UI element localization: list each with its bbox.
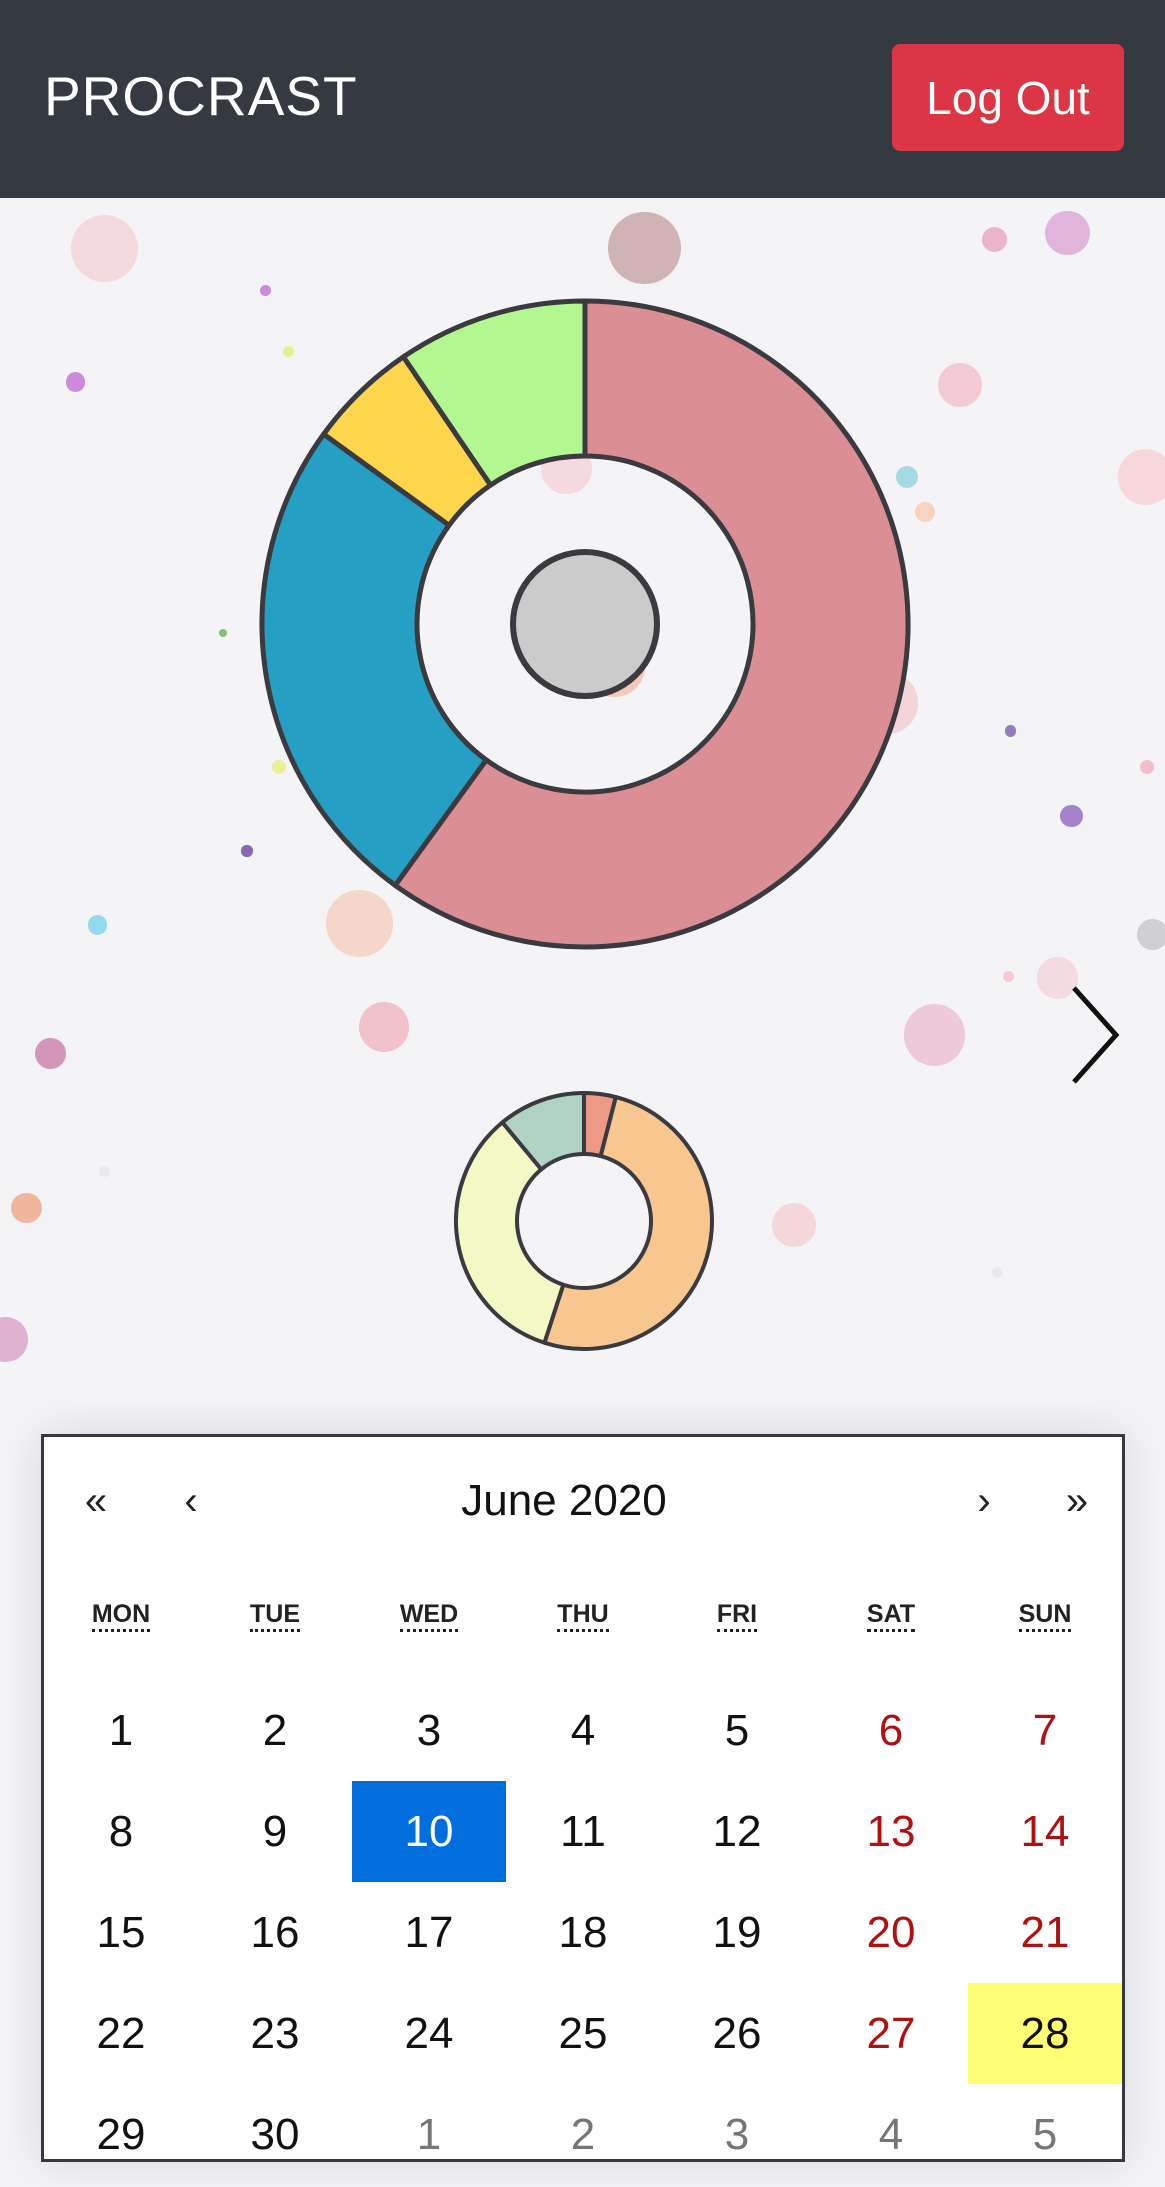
decorative-bubble [272,760,286,775]
calendar-day[interactable]: 16 [250,1907,300,1957]
decorative-bubble [1060,804,1083,828]
calendar-day[interactable]: 5 [724,1705,750,1755]
main-donut-segment-4[interactable] [400,298,588,488]
calendar-day[interactable]: 1 [108,1705,134,1755]
brand-logo[interactable]: PROCRAST [44,65,358,127]
decorative-bubble [771,1202,817,1248]
weekday-label: WED [352,1600,506,1632]
calendar-day[interactable]: 17 [404,1907,454,1957]
calendar-day[interactable]: 3 [724,2109,750,2159]
calendar-day[interactable]: 26 [712,2008,762,2058]
calendar-day[interactable]: 29 [96,2109,146,2159]
chevron-right-icon[interactable] [1060,980,1120,1090]
calendar-title[interactable]: June 2020 [461,1476,667,1525]
calendar-day[interactable]: 2 [570,2109,596,2159]
decorative-bubble [283,345,295,358]
main-donut-center-button[interactable] [510,549,660,699]
next-year-button[interactable]: » [1065,1478,1089,1523]
calendar-day[interactable]: 24 [404,2008,454,2058]
calendar-day[interactable]: 8 [108,1806,134,1856]
weekday-label: MON [44,1600,198,1632]
calendar-day[interactable]: 19 [712,1907,762,1957]
decorative-bubble [0,1316,28,1362]
weekday-label: TUE [198,1600,352,1632]
decorative-bubble [991,1266,1004,1278]
calendar-day[interactable]: 7 [1032,1705,1058,1755]
weekday-header: MON TUE WED THU FRI SAT SUN [44,1600,1122,1632]
calendar-day[interactable]: 10 [352,1781,506,1882]
calendar-day[interactable]: 1 [416,2109,442,2159]
calendar-day[interactable]: 21 [1020,1907,1070,1957]
calendar-day[interactable]: 11 [560,1806,606,1856]
calendar-day[interactable]: 27 [866,2008,916,2058]
decorative-bubble [904,1004,966,1066]
calendar-day[interactable]: 30 [250,2109,300,2159]
main-donut-chart[interactable] [259,298,911,950]
decorative-bubble [1137,919,1165,950]
calendar-day[interactable]: 6 [878,1705,904,1755]
small-donut-chart[interactable] [453,1090,715,1352]
small-donut-segment-2[interactable] [542,1095,714,1351]
decorative-bubble [219,629,228,638]
decorative-bubble [87,915,108,935]
calendar-day[interactable]: 15 [96,1907,146,1957]
decorative-bubble [1139,760,1154,775]
weekday-label: SAT [814,1600,968,1632]
decorative-bubble [982,227,1008,253]
decorative-bubble [1117,449,1165,505]
calendar-day[interactable]: 12 [712,1806,762,1856]
calendar-day[interactable]: 20 [866,1907,916,1957]
weekday-label: SUN [968,1600,1122,1632]
next-month-button[interactable]: › [977,1478,991,1523]
decorative-bubble [937,362,983,408]
calendar-days-grid: 1 2 3 4 5 6 7 8 9 10 11 12 13 14 15 16 17 18 19 20 21 22 23 24 2… [44,1680,1122,2185]
decorative-bubble [65,372,86,392]
main-donut-segment-2[interactable] [259,431,489,888]
weekday-label: THU [506,1600,660,1632]
small-donut-segment-4[interactable] [500,1091,586,1172]
calendar-day[interactable]: 22 [96,2008,146,2058]
decorative-bubble [241,845,253,857]
decorative-bubble [259,284,271,296]
decorative-bubble [11,1192,42,1224]
decorative-bubble [326,890,394,957]
calendar-day[interactable]: 13 [866,1806,916,1856]
calendar-day[interactable]: 14 [1020,1806,1070,1856]
decorative-bubble [1045,210,1090,256]
decorative-bubble [1036,956,1079,999]
decorative-bubble [34,1037,66,1069]
decorative-bubble [1004,725,1016,737]
decorative-bubble [71,214,139,282]
decorative-bubble [915,502,935,522]
calendar-day[interactable]: 4 [570,1705,596,1755]
decorative-bubble [608,211,681,285]
calendar-day[interactable]: 2 [262,1705,288,1755]
weekday-label: FRI [660,1600,814,1632]
calendar-day[interactable]: 23 [250,2008,300,2058]
prev-year-button[interactable]: « [84,1478,108,1523]
calendar-day[interactable]: 4 [878,2109,904,2159]
calendar: « ‹ June 2020 › » MON TUE WED THU FRI SA… [41,1434,1125,2162]
calendar-day[interactable]: 9 [262,1806,288,1856]
main-donut-segment-1[interactable] [392,298,911,950]
decorative-bubble [99,1166,111,1178]
calendar-day[interactable]: 28 [968,1983,1122,2084]
small-donut-segment-3[interactable] [454,1120,566,1345]
calendar-day[interactable]: 25 [558,2008,608,2058]
prev-month-button[interactable]: ‹ [184,1478,198,1523]
logout-button[interactable]: Log Out [892,44,1124,151]
decorative-bubble [358,1001,409,1052]
navbar: PROCRAST Log Out [0,0,1165,198]
calendar-day[interactable]: 18 [558,1907,608,1957]
calendar-day[interactable]: 3 [416,1705,442,1755]
calendar-day[interactable]: 5 [1032,2109,1058,2159]
decorative-bubble [895,465,919,489]
decorative-bubble [1003,970,1015,983]
